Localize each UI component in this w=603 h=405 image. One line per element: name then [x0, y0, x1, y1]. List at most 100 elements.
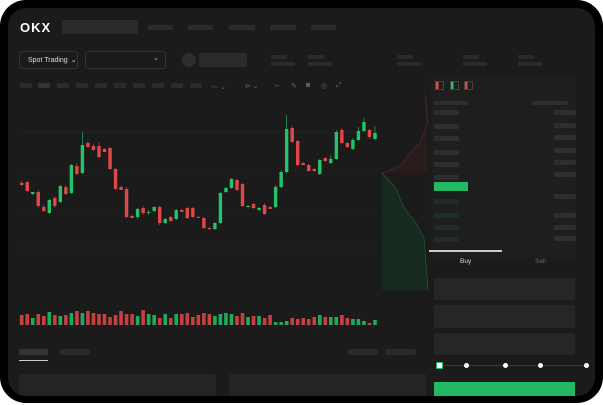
slider-step-75[interactable] [538, 363, 543, 368]
candle [340, 130, 344, 143]
volume-bar [202, 313, 206, 325]
indicator-icon[interactable]: 〰 ⌄ [211, 84, 226, 91]
camera-icon[interactable]: ◙ [306, 82, 311, 89]
bid-amount [554, 225, 576, 230]
candle [191, 208, 195, 217]
volume-bar [25, 314, 30, 325]
volume-bar [284, 321, 289, 325]
fullscreen-icon[interactable]: ⤢ [336, 82, 342, 89]
candle [202, 218, 206, 228]
volume-bar [41, 316, 46, 325]
candle [251, 204, 256, 208]
volume-bar [157, 318, 162, 325]
pencil-icon[interactable]: ✎ [291, 83, 297, 90]
timeframe-button[interactable] [152, 83, 164, 88]
candle [80, 145, 85, 173]
nav-item[interactable] [188, 25, 213, 30]
line-icon[interactable]: ∼ [274, 83, 280, 90]
nav-item[interactable] [148, 25, 173, 30]
filter-button[interactable] [386, 349, 416, 355]
candle [69, 165, 74, 193]
candle [307, 165, 311, 171]
candle [290, 128, 294, 142]
timeframe-button[interactable] [20, 83, 32, 88]
depth-asks-area [382, 95, 428, 173]
amount-slider-track[interactable] [440, 365, 587, 366]
candlestick-chart[interactable] [8, 8, 595, 396]
candle [235, 180, 239, 190]
tab-open-orders[interactable] [19, 349, 48, 355]
nav-item[interactable] [311, 25, 336, 30]
timeframe-button[interactable] [76, 83, 88, 88]
candle [174, 210, 178, 219]
volume-bar [218, 314, 223, 325]
slider-step-50[interactable] [503, 363, 508, 368]
amount-input[interactable] [434, 305, 575, 328]
pair-dropdown[interactable]: ⌄ [85, 51, 166, 69]
slider-step-100[interactable] [584, 363, 589, 368]
volume-bar [86, 311, 90, 325]
stat-value [308, 62, 332, 66]
volume-bar [80, 313, 85, 325]
search-bar[interactable] [62, 20, 138, 34]
volume-bar [97, 314, 101, 325]
volume-bar [141, 310, 145, 325]
candle [240, 184, 245, 206]
settings-icon[interactable]: ◎ [321, 83, 328, 90]
volume-bar [251, 316, 256, 325]
candle [146, 212, 151, 213]
volume-bar [47, 312, 52, 325]
nav-item[interactable] [229, 25, 255, 30]
volume-bar [229, 314, 234, 325]
volume-bar [179, 314, 184, 325]
price-input[interactable] [434, 278, 575, 300]
draw-tool-icon[interactable]: ⊳ ⌄ [245, 83, 259, 90]
timeframe-button[interactable] [38, 83, 50, 88]
candle [64, 187, 68, 194]
candle [169, 217, 173, 221]
buy-tab-indicator [429, 250, 502, 252]
tab-order-history[interactable] [60, 349, 90, 355]
buy-submit-button[interactable] [434, 382, 575, 396]
timeframe-button[interactable] [57, 83, 69, 88]
book-view-bids-icon[interactable] [450, 81, 459, 90]
candle [152, 207, 156, 211]
ask-amount [554, 172, 576, 177]
volume-bar [146, 314, 151, 325]
ask-amount [554, 148, 576, 153]
timeframe-button[interactable] [114, 83, 126, 88]
volume-bar [334, 317, 339, 325]
stat-label [271, 55, 287, 59]
total-input[interactable] [434, 333, 575, 355]
timeframe-button[interactable] [171, 83, 183, 88]
timeframe-button[interactable] [95, 83, 107, 88]
slider-step-25[interactable] [464, 363, 469, 368]
book-view-asks-icon[interactable] [464, 81, 473, 90]
volume-bar [295, 319, 300, 325]
volume-bar [312, 317, 317, 325]
tab-sell[interactable]: Sell [535, 258, 546, 265]
tab-buy[interactable]: Buy [460, 258, 472, 265]
volume-bar [257, 316, 261, 325]
nav-item[interactable] [270, 25, 296, 30]
filter-button[interactable] [348, 349, 378, 355]
assets-card [229, 374, 426, 396]
volume-bar [268, 315, 272, 325]
volume-bar [185, 313, 190, 325]
spot-trading-dropdown[interactable]: Spot Trading ⌄ [19, 51, 78, 69]
volume-bar [262, 318, 267, 325]
stat-value [463, 62, 487, 66]
candle [108, 148, 112, 169]
ask-amount [554, 123, 576, 128]
candle [345, 143, 350, 147]
candle [135, 209, 140, 217]
volume-bar [135, 316, 140, 325]
timeframe-button[interactable] [133, 83, 145, 88]
book-view-both-icon[interactable] [435, 81, 444, 90]
slider-handle[interactable] [436, 362, 443, 369]
timeframe-button[interactable] [190, 83, 202, 88]
stat-value [397, 62, 421, 66]
candle [301, 163, 305, 165]
candle [246, 206, 250, 207]
okx-logo[interactable]: OKX [20, 20, 52, 35]
